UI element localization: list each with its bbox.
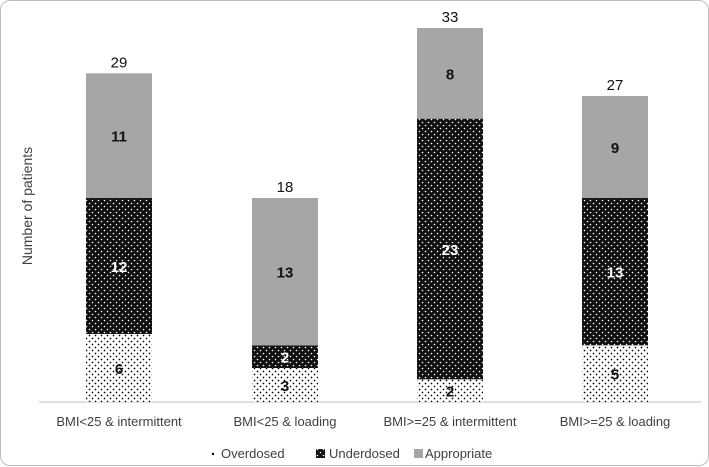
x-tick-label: BMI<25 & intermittent [56, 414, 182, 429]
data-label-appropriate: 11 [111, 129, 127, 146]
total-label: 33 [442, 9, 459, 26]
data-label-underdosed: 2 [281, 350, 289, 367]
bar-segment-appropriate [252, 198, 318, 346]
bar-segment-appropriate [417, 28, 483, 119]
bar-segment-appropriate [582, 96, 648, 198]
x-tick-label: BMI>=25 & loading [560, 414, 671, 429]
bar-segment-overdosed [86, 334, 152, 402]
x-tick-labels: BMI<25 & intermittent BMI<25 & loading BMI… [56, 414, 670, 429]
bar-segment-overdosed [417, 379, 483, 402]
bar-segment-overdosed [582, 345, 648, 402]
data-label-overdosed: 5 [611, 367, 619, 384]
legend-swatch-appropriate [414, 449, 423, 458]
legend-label-underdosed: Underdosed [329, 446, 400, 461]
total-label: 18 [277, 179, 294, 196]
data-label-appropriate: 8 [446, 66, 454, 83]
y-axis-label: Number of patients [19, 147, 35, 265]
data-label-overdosed: 6 [115, 361, 123, 378]
data-label-appropriate: 13 [277, 265, 294, 282]
data-label-underdosed: 23 [442, 242, 459, 259]
bar-segment-appropriate [86, 73, 152, 198]
data-label-underdosed: 13 [607, 265, 624, 282]
x-tick-label: BMI<25 & loading [234, 414, 337, 429]
bar-segment-underdosed [86, 198, 152, 334]
data-label-appropriate: 9 [611, 140, 619, 157]
bar-segment-overdosed [252, 368, 318, 402]
bar-segment-underdosed [417, 118, 483, 380]
total-label: 29 [111, 54, 128, 71]
legend-label-overdosed: Overdosed [221, 446, 285, 461]
data-label-overdosed: 2 [446, 384, 454, 401]
legend-swatch-underdosed [316, 449, 325, 458]
bar-segment-underdosed [582, 198, 648, 346]
bar-segment-underdosed [252, 345, 318, 368]
bars-group: 6 12 11 29 3 2 13 18 2 23 8 33 5 13 9 27 [86, 9, 648, 402]
x-tick-label: BMI>=25 & intermittent [384, 414, 517, 429]
legend: Overdosed Underdosed Appropriate [211, 446, 492, 461]
legend-label-appropriate: Appropriate [425, 446, 492, 461]
legend-swatch-overdosed [211, 452, 215, 456]
data-label-overdosed: 3 [281, 378, 289, 395]
data-label-underdosed: 12 [111, 259, 128, 276]
total-label: 27 [607, 77, 624, 94]
